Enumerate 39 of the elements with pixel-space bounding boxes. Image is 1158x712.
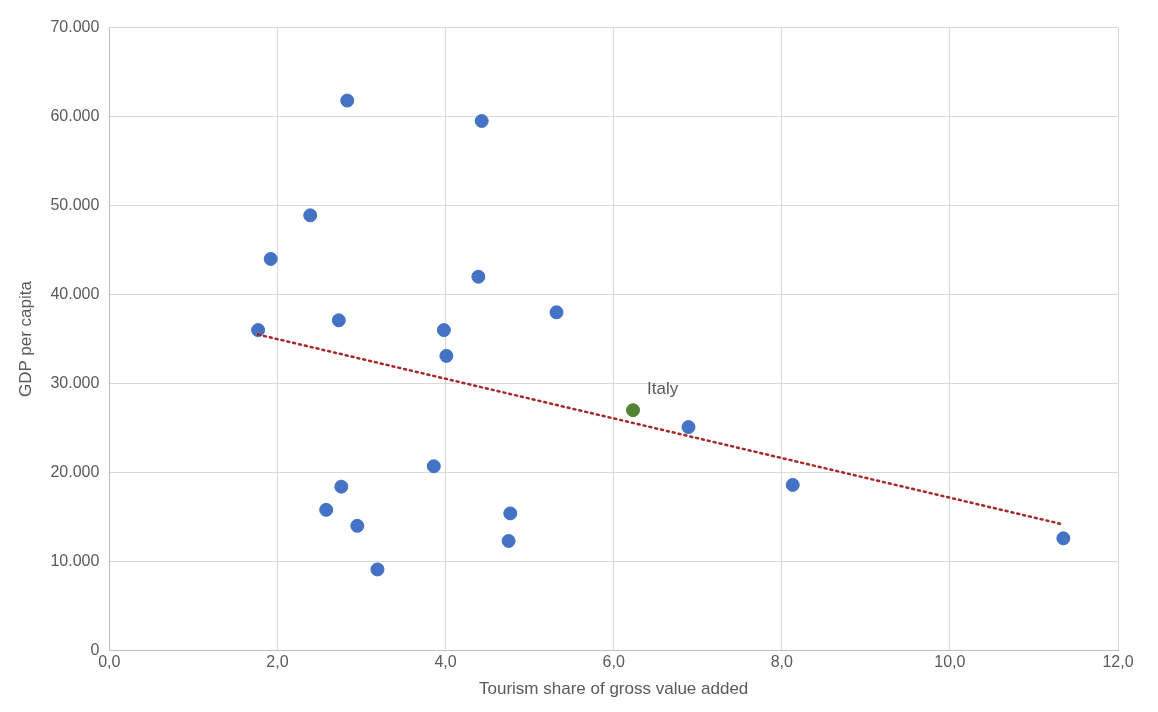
point <box>251 323 266 338</box>
annotation: Italy <box>647 379 679 399</box>
point <box>263 251 278 266</box>
point <box>350 518 365 533</box>
x-tick-label: 10,0 <box>934 653 966 671</box>
y-tick-label: 50.000 <box>50 195 100 213</box>
x-tick-label: 4,0 <box>434 653 457 671</box>
y-tick-label: 60.000 <box>50 106 100 124</box>
point <box>549 305 564 320</box>
point <box>439 348 454 363</box>
point <box>340 93 355 108</box>
point <box>785 477 800 492</box>
point <box>436 323 451 338</box>
x-tick-label: 12,0 <box>1102 653 1134 671</box>
point <box>471 269 486 284</box>
y-tick-label: 30.000 <box>50 373 100 391</box>
x-tick-label: 0,0 <box>98 653 121 671</box>
y-tick-label: 10.000 <box>50 551 100 569</box>
y-tick-label: 0 <box>90 640 100 658</box>
x-axis-title: Tourism share of gross value added <box>479 679 749 699</box>
point <box>426 459 441 474</box>
x-tick-label: 2,0 <box>266 653 289 671</box>
point <box>1056 531 1071 546</box>
point <box>331 313 346 328</box>
y-axis-title: GDP per capita <box>15 280 35 397</box>
x-tick-label: 6,0 <box>602 653 625 671</box>
point <box>334 479 349 494</box>
point <box>319 502 334 517</box>
point <box>370 562 385 577</box>
point <box>626 403 640 418</box>
point <box>501 533 516 548</box>
y-tick-label: 20.000 <box>50 462 100 480</box>
point <box>303 208 318 223</box>
point <box>503 506 518 521</box>
y-tick-label: 70.000 <box>50 18 100 36</box>
point <box>474 114 489 129</box>
y-tick-label: 40.000 <box>50 284 100 302</box>
point <box>681 420 696 435</box>
x-tick-label: 8,0 <box>770 653 793 671</box>
